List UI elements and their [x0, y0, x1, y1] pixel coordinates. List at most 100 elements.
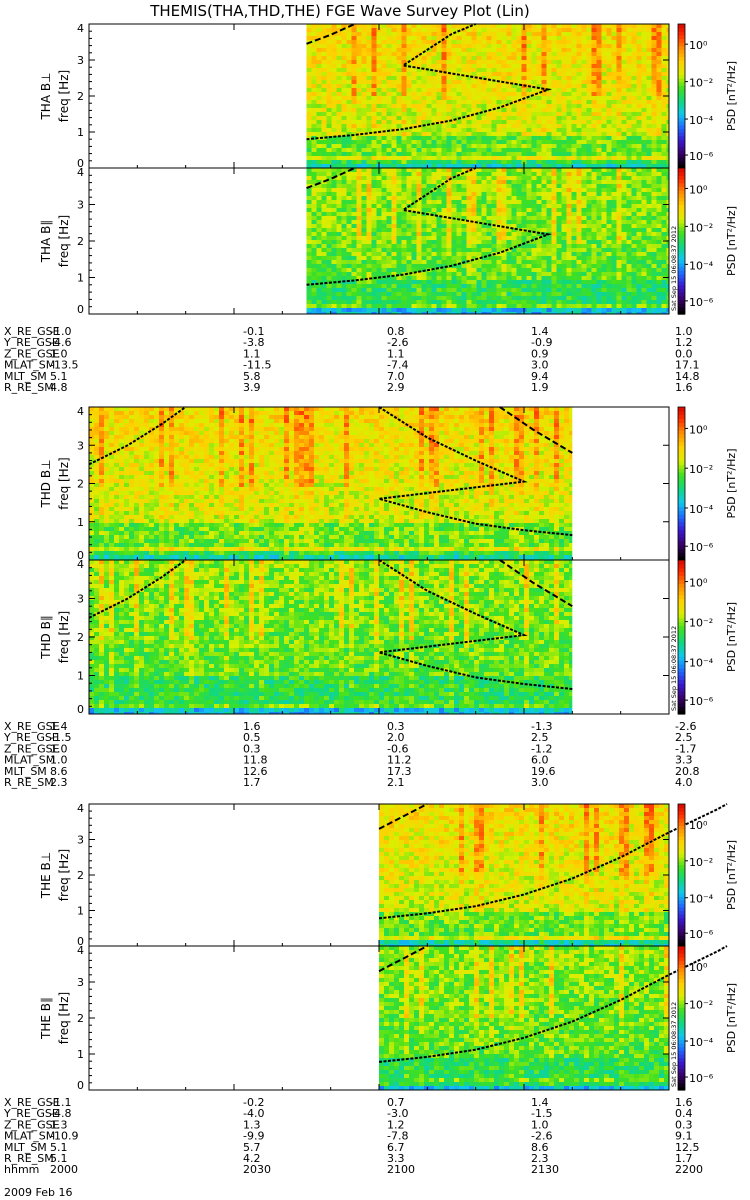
- ephemeris-value: 1.4: [531, 1096, 549, 1109]
- ephemeris-value: 0.9: [531, 347, 549, 360]
- ephemeris-row-label: X_RE_GSE: [4, 1096, 60, 1109]
- colorbar-tick-label: 10⁻⁶: [689, 541, 714, 554]
- ephemeris-value: 11.8: [243, 754, 268, 767]
- y-tick-label: 4: [77, 558, 84, 571]
- y-tick-label: 2: [77, 1012, 84, 1025]
- colorbar-tick-label: 10⁰: [689, 961, 708, 974]
- y-tick-label: 0: [77, 1079, 84, 1092]
- ephemeris-value: 20.8: [675, 765, 700, 778]
- colorbar-tick-label: 10⁻⁴: [689, 893, 714, 906]
- ephemeris-value: 1.7: [675, 1152, 693, 1165]
- colorbar: 10⁰ 10⁻² 10⁻⁴ 10⁻⁶ PSD [nT²/Hz]: [677, 167, 738, 315]
- ephemeris-value: 4.0: [675, 776, 693, 789]
- ephemeris-value: 11.2: [387, 754, 412, 767]
- ephemeris-value: -0.9: [531, 336, 552, 349]
- ephemeris-row-label: MLAT_SM: [4, 359, 55, 372]
- y-tick-label: 1: [77, 905, 84, 918]
- cyclotron-curve: [88, 559, 187, 619]
- ephemeris-value: 1.1: [387, 347, 405, 360]
- colorbar-tick-label: 10⁻²: [689, 77, 713, 90]
- ephemeris-row-label: X_RE_GSE: [4, 720, 60, 733]
- y-tick-label: 2: [77, 631, 84, 644]
- ephemeris-value: -1.7: [675, 742, 696, 755]
- panel-label: THE B⊥: [39, 852, 53, 899]
- y-tick-label: 4: [77, 22, 84, 35]
- spectrogram-panel-tha-bperp: 0 1 2 3 4 THA B⊥ freq [Hz] 10⁰ 10⁻² 10⁻⁴ 10⁻⁶ PSD […: [39, 22, 738, 170]
- ephemeris-value: -1.0: [50, 325, 71, 338]
- spectrogram-panel-thd-bperp: 0 1 2 3 4 THD B⊥ freq [Hz] 10⁰ 10⁻² 10⁻⁴ 10⁻⁶ PSD […: [39, 405, 738, 562]
- ephemeris-value: 1.7: [243, 776, 261, 789]
- ephemeris-value: 1.0: [50, 347, 68, 360]
- ephemeris-value: -0.2: [243, 1096, 264, 1109]
- ephemeris-value: -9.9: [243, 1130, 264, 1143]
- ephemeris-value: 1.0: [50, 754, 68, 767]
- ephemeris-value: -0.1: [243, 325, 264, 338]
- spectrogram-heatmap: [379, 946, 669, 1090]
- y-tick-label: 3: [77, 593, 84, 606]
- ephemeris-value: 3.0: [531, 359, 549, 372]
- ephemeris-value: 2.1: [387, 776, 405, 789]
- ephemeris-value: 3.9: [243, 381, 261, 394]
- cyclotron-curve: [88, 406, 187, 466]
- y-tick-label: 4: [77, 405, 84, 418]
- ephemeris-value: 17.1: [675, 359, 700, 372]
- colorbar-tick-label: 10⁰: [689, 577, 708, 590]
- colorbar-tick-label: 10⁻⁴: [689, 259, 714, 272]
- ephemeris-value: 1.0: [531, 1118, 549, 1131]
- ephemeris-value: 1.4: [50, 720, 68, 733]
- ephemeris-value: 1.3: [50, 1118, 68, 1131]
- spectrogram-panel-tha-bpar: 0 1 2 3 4 THA B∥ freq [Hz] 10⁰ 10⁻² 10⁻⁴ 10⁻⁶ PSD […: [39, 166, 738, 316]
- y-tick-label: 1: [77, 670, 84, 683]
- ephemeris-row-label: Y_RE_GSE: [3, 1107, 59, 1120]
- ephemeris-value: 3.0: [531, 776, 549, 789]
- ephemeris-row-label: R_RE_SM: [4, 776, 54, 789]
- colorbar-tick-label: 10⁻⁶: [689, 928, 714, 941]
- colorbar-label: PSD [nT²/Hz]: [725, 61, 738, 131]
- y-tick-label: 1: [77, 1048, 84, 1061]
- axis-label: freq [Hz]: [57, 457, 71, 509]
- ephemeris-value: 1.0: [675, 325, 693, 338]
- panel-label: THA B∥: [39, 220, 53, 264]
- spectrogram-heatmap: [306, 168, 669, 314]
- ephemeris-value: 2.3: [50, 776, 68, 789]
- ephemeris-value: 12.6: [243, 765, 268, 778]
- ephemeris-value: 5.1: [50, 1141, 68, 1154]
- ephemeris-value: 2130: [531, 1163, 559, 1176]
- y-tick-label: 0: [77, 303, 84, 316]
- ephemeris-value: 0.4: [675, 1107, 693, 1120]
- ephemeris-value: 4.8: [50, 381, 68, 394]
- ephemeris-value: 12.5: [675, 1141, 700, 1154]
- colorbar-label: PSD [nT²/Hz]: [725, 448, 738, 518]
- colorbar-label: PSD [nT²/Hz]: [725, 983, 738, 1053]
- ephemeris-row-label: R_RE_SM: [4, 381, 54, 394]
- ephemeris-value: -7.8: [387, 1130, 408, 1143]
- y-tick-label: 1: [77, 272, 84, 285]
- spectrogram-panel-the-bpar: 0 1 2 3 4 THE B∥ freq [Hz] 10⁰ 10⁻² 10⁻⁴ 10⁻⁶ PSD […: [39, 944, 738, 1092]
- axis-label: freq [Hz]: [57, 70, 71, 122]
- cyclotron-curve: [306, 167, 553, 286]
- cyclotron-curve: [378, 406, 573, 537]
- ephemeris-value: -4.0: [243, 1107, 264, 1120]
- timestamp-stamp: Sat Sep 15 06:08:37 2012: [670, 1002, 678, 1087]
- ephemeris-value: 1.6: [675, 1096, 693, 1109]
- colorbar-frame: [677, 945, 686, 1091]
- ephemeris-value: 0.5: [243, 731, 261, 744]
- ephemeris-value: 9.4: [531, 370, 549, 383]
- figure-title: THEMIS(THA,THD,THE) FGE Wave Survey Plot…: [149, 2, 530, 20]
- ephemeris-value: -11.5: [243, 359, 271, 372]
- ephemeris-value: 1.9: [531, 381, 549, 394]
- colorbar-tick-label: 10⁻²: [689, 463, 713, 476]
- axis-label: freq [Hz]: [57, 992, 71, 1044]
- ephemeris-row-label: MLAT_SM: [4, 1130, 55, 1143]
- colorbar-tick-label: 10⁻⁴: [689, 657, 714, 670]
- ephemeris-value: -2.6: [387, 336, 408, 349]
- ephemeris-value: -4.6: [50, 336, 71, 349]
- y-tick-label: 2: [77, 90, 84, 103]
- colorbar: 10⁰ 10⁻² 10⁻⁴ 10⁻⁶ PSD [nT²/Hz]: [677, 559, 738, 715]
- colorbar-tick-label: 10⁻²: [689, 221, 713, 234]
- ephemeris-value: 2.3: [531, 1152, 549, 1165]
- panel-label: THD B⊥: [39, 459, 53, 508]
- ephemeris-value: -10.9: [50, 1130, 78, 1143]
- ephemeris-value: 4.2: [243, 1152, 261, 1165]
- ephemeris-row-label: MLT_SM: [4, 1141, 47, 1154]
